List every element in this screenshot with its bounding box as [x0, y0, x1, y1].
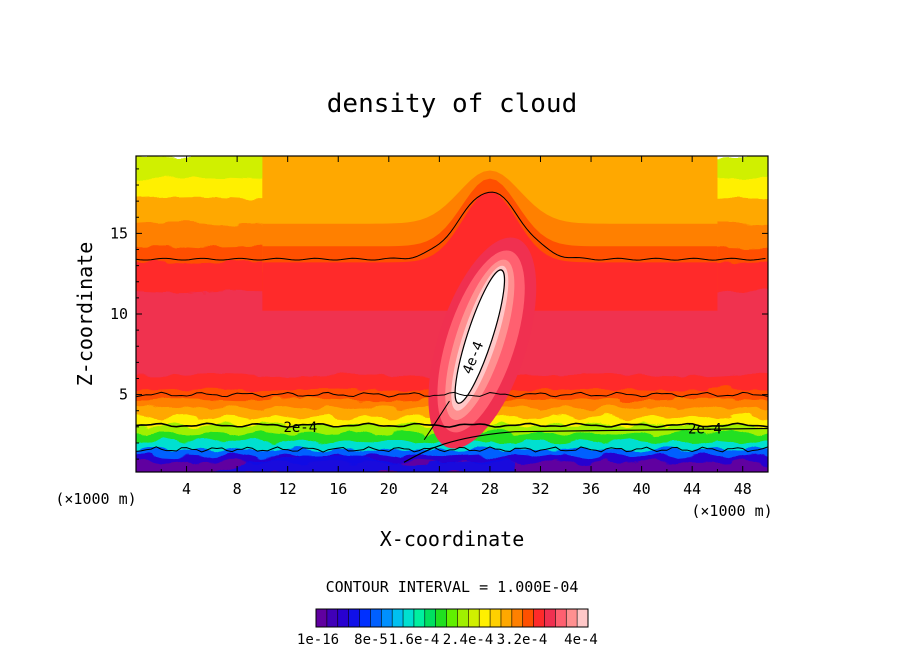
colorbar-cell — [337, 609, 349, 627]
colorbar-cell — [577, 609, 589, 627]
x-unit-left: (×1000 m) — [55, 490, 136, 508]
colorbar-cell — [490, 609, 502, 627]
colorbar-cell — [446, 609, 458, 627]
colorbar-cell — [522, 609, 534, 627]
chart-title: density of cloud — [327, 89, 577, 119]
x-tick-label: 12 — [279, 480, 297, 498]
y-axis-label: Z-coordinate — [73, 242, 97, 387]
x-tick-label: 24 — [430, 480, 448, 498]
colorbar-label: 2.4e-4 — [443, 632, 494, 648]
colorbar-cell — [555, 609, 567, 627]
colorbar-cell — [544, 609, 556, 627]
colorbar-cell — [381, 609, 393, 627]
colorbar-label: 1.6e-4 — [389, 632, 440, 648]
y-tick-label: 5 — [119, 386, 128, 404]
colorbar — [315, 608, 589, 628]
colorbar-cell — [348, 609, 360, 627]
contour-lines — [136, 191, 768, 463]
colorbar-labels: 1e-16 8e-5 1.6e-4 2.4e-4 3.2e-4 4e-4 — [297, 632, 598, 648]
contour-line — [403, 427, 768, 463]
x-tick-label: 20 — [380, 480, 398, 498]
x-tick-label: 44 — [683, 480, 701, 498]
contour-line — [136, 191, 766, 261]
contour-label: 2e-4 — [283, 420, 317, 436]
contour-line — [136, 446, 768, 453]
contour-line — [423, 400, 450, 441]
colorbar-cell — [370, 609, 382, 627]
contour-label: 2e-4 — [688, 421, 722, 437]
x-tick-label: 28 — [481, 480, 499, 498]
colorbar-cell — [359, 609, 371, 627]
colorbar-cell — [566, 609, 578, 627]
colorbar-cell — [403, 609, 415, 627]
contour-interval-note: CONTOUR INTERVAL = 1.000E-04 — [326, 578, 579, 596]
colorbar-cell — [511, 609, 523, 627]
colorbar-frame — [315, 608, 589, 628]
contour-line — [136, 422, 768, 429]
x-axis-ticks: 4 8 12 16 20 24 28 32 36 40 44 48 — [160, 156, 752, 498]
plot-area — [136, 156, 768, 472]
colorbar-cell — [479, 609, 491, 627]
colorbar-label: 3.2e-4 — [497, 632, 548, 648]
x-tick-label: 36 — [582, 480, 600, 498]
contour-line — [454, 269, 506, 404]
y-tick-label: 10 — [110, 305, 128, 323]
colorbar-label: 4e-4 — [564, 632, 598, 648]
x-tick-label: 8 — [233, 480, 242, 498]
colorbar-cell — [392, 609, 404, 627]
x-unit-right: (×1000 m) — [691, 502, 772, 520]
x-tick-label: 32 — [531, 480, 549, 498]
x-tick-label: 40 — [633, 480, 651, 498]
y-tick-label: 15 — [110, 224, 128, 242]
colorbar-cell — [468, 609, 480, 627]
x-tick-label: 4 — [182, 480, 191, 498]
colorbar-cell — [413, 609, 425, 627]
colorbar-cell — [424, 609, 436, 627]
x-tick-label: 16 — [329, 480, 347, 498]
colorbar-label: 1e-16 — [297, 632, 339, 648]
colorbar-cell — [500, 609, 513, 627]
colorbar-cell — [457, 609, 469, 627]
x-axis-label: X-coordinate — [380, 527, 525, 551]
colorbar-cell — [316, 609, 328, 627]
colorbar-cell — [533, 609, 545, 627]
contour-line — [136, 391, 768, 398]
colorbar-cell — [435, 609, 447, 627]
colorbar-label: 8e-5 — [354, 632, 388, 648]
updraft-core — [455, 270, 504, 403]
y-axis-ticks: 5 10 15 — [110, 168, 768, 460]
x-tick-label: 48 — [734, 480, 752, 498]
colorbar-cell — [326, 609, 338, 627]
